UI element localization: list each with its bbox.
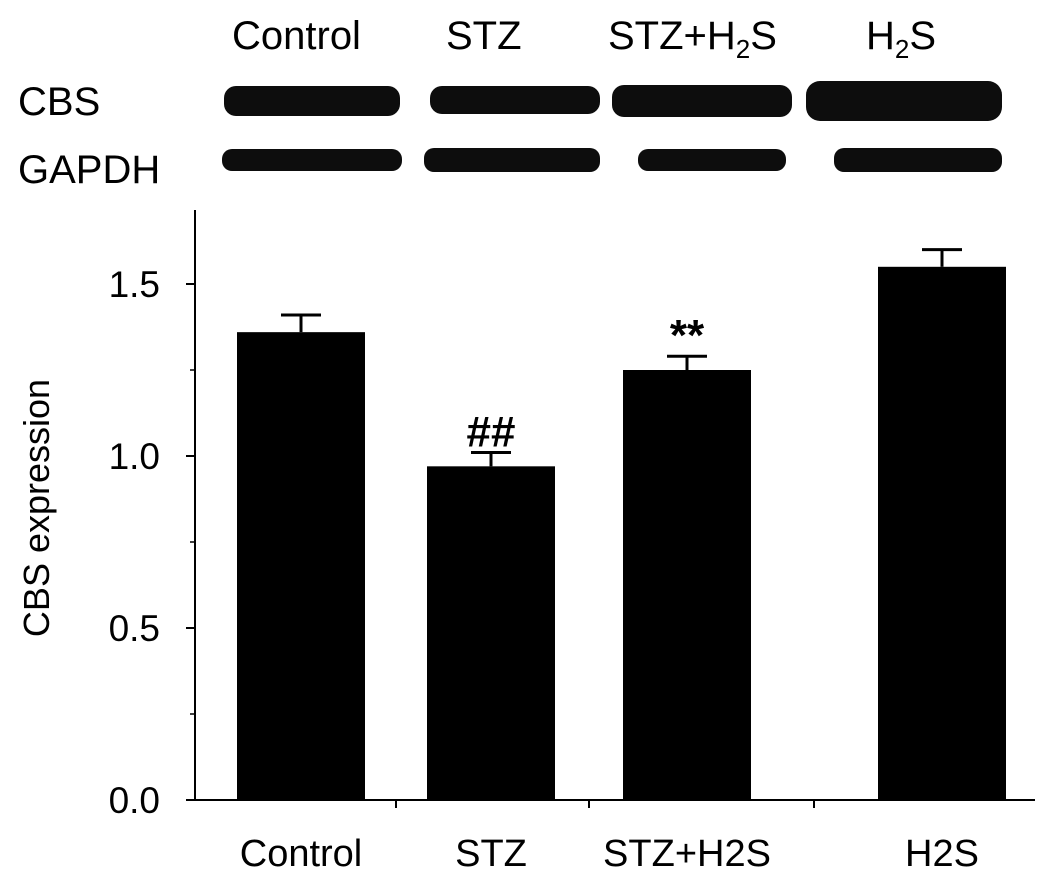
y-tick-label: 0.0 [109, 780, 160, 821]
band-cbs-h2s [806, 81, 1002, 121]
bar-control [237, 332, 365, 800]
blot-strip-gapdh [198, 138, 1008, 182]
significance-annotation: ## [467, 408, 516, 457]
y-tick-label: 1.5 [109, 264, 160, 305]
bar-h2s [878, 266, 1006, 800]
band-gapdh-h2s [834, 148, 1002, 172]
y-tick-label: 0.5 [109, 608, 160, 649]
band-cbs-control [224, 86, 400, 116]
bar-stz [427, 466, 555, 800]
band-cbs-stz [430, 86, 600, 114]
band-gapdh-stz-h2s [638, 149, 786, 171]
bar-stz-h2s [623, 370, 751, 800]
band-gapdh-stz [424, 148, 600, 172]
x-category-label: STZ [455, 833, 527, 875]
x-category-label: Control [240, 833, 363, 875]
y-axis-label: CBS expression [16, 379, 57, 637]
lane-label-stz: STZ [446, 14, 522, 58]
significance-annotation: ** [670, 311, 705, 360]
lane-label-h2s: H2S [866, 14, 937, 64]
lane-label-control: Control [232, 14, 361, 58]
row-label-cbs: CBS [18, 80, 101, 124]
band-gapdh-control [222, 149, 402, 171]
row-label-gapdh: GAPDH [18, 148, 161, 192]
band-cbs-stz-h2s [612, 85, 792, 117]
x-category-label: H2S [905, 833, 979, 875]
lane-label-stz-h2s: STZ+H2S [608, 14, 777, 64]
y-tick-label: 1.0 [109, 436, 160, 477]
blot-strip-cbs [198, 76, 1008, 128]
x-category-label: STZ+H2S [603, 833, 771, 875]
